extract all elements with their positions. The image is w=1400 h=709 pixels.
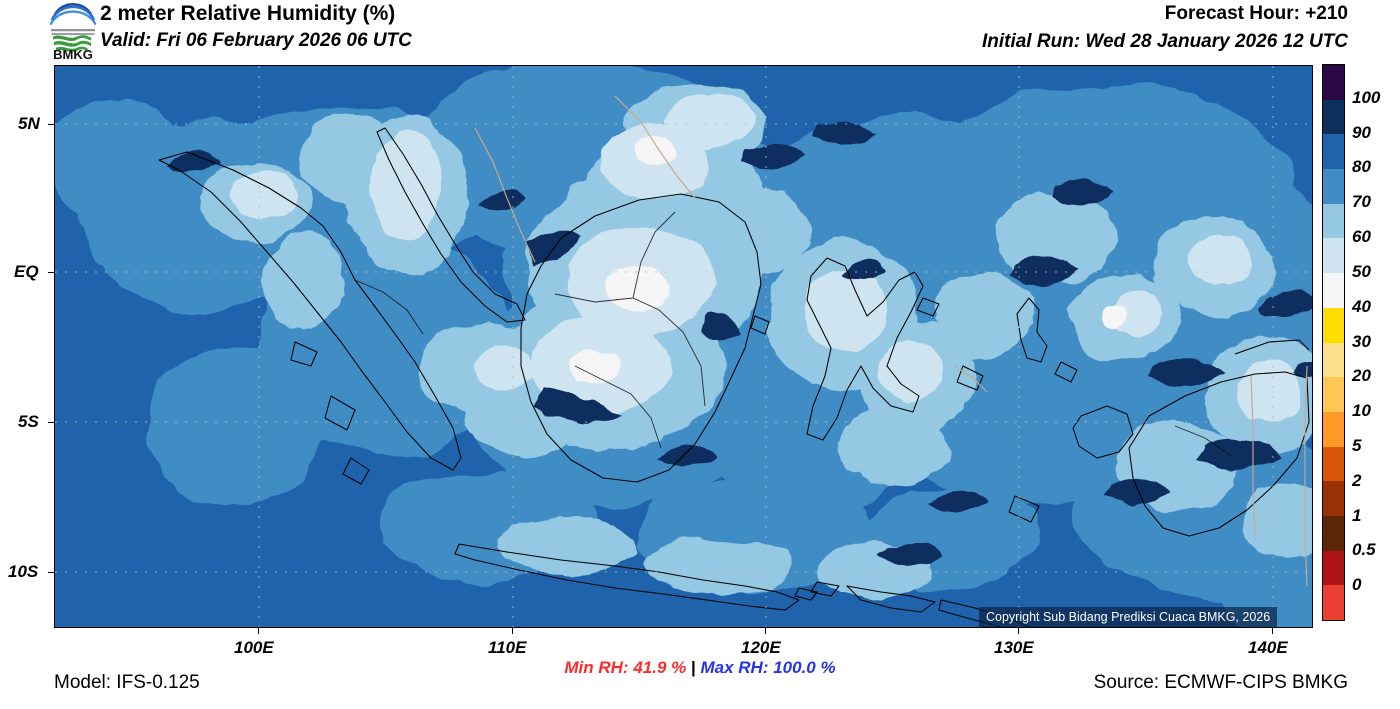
x-tick-1	[512, 628, 513, 634]
colorbar-tick-label: 50	[1352, 261, 1371, 281]
x-axis-label-100e: 100E	[234, 638, 274, 657]
x-axis-label-110e: 110E	[488, 638, 527, 657]
y-axis-label-eq: EQ	[14, 262, 39, 281]
colorbar-tick-label: 1	[1352, 505, 1362, 525]
colorbar-tick-label: 70	[1352, 192, 1371, 212]
colorbar-tick-label: 2	[1352, 470, 1362, 490]
colorbar-segment	[1323, 99, 1344, 135]
colorbar-segment	[1323, 169, 1344, 204]
y-axis-label-10s: 10S	[8, 562, 39, 581]
x-tick-2	[765, 628, 766, 634]
valid-time-text: Valid: Fri 06 February 2026 06 UTC	[100, 30, 412, 51]
initial-run-text: Initial Run: Wed 28 January 2026 12 UTC	[981, 31, 1348, 52]
colorbar-segment	[1323, 342, 1344, 378]
y-axis-label-5s: 5S	[18, 412, 39, 431]
x-tick-0	[258, 628, 259, 634]
minmax-separator: |	[690, 658, 696, 677]
graticule	[55, 66, 1312, 627]
colorbar-segment	[1323, 446, 1344, 482]
colorbar-segment	[1323, 411, 1344, 447]
colorbar-segment	[1323, 238, 1344, 274]
colorbar-segment	[1323, 585, 1344, 620]
x-tick-4	[1272, 628, 1273, 634]
colorbar-tick-label: 90	[1352, 122, 1371, 142]
colorbar-segment	[1323, 203, 1344, 239]
colorbar-tick-label: 10	[1352, 401, 1371, 421]
y-axis-label-5n: 5N	[18, 114, 40, 133]
logo-blue-arcs	[49, 0, 97, 26]
humidity-contour-field	[55, 66, 1312, 627]
colorbar-segment	[1323, 273, 1344, 308]
colorbar-segment	[1323, 481, 1344, 516]
colorbar-segment	[1323, 377, 1344, 412]
colorbar-segment	[1323, 134, 1344, 170]
colorbar-segment	[1323, 515, 1344, 551]
min-rh-value: Min RH: 41.9 %	[564, 658, 687, 677]
province-border-layer	[354, 211, 1232, 457]
coastline-layer	[158, 127, 1310, 627]
y-tick-0	[48, 124, 54, 125]
minmax-readout: Min RH: 41.9 % | Max RH: 100.0 %	[0, 658, 1400, 678]
model-text: Model: IFS-0.125	[54, 672, 200, 693]
source-text: Source: ECMWF-CIPS BMKG	[1093, 672, 1348, 693]
colorbar[interactable]	[1322, 64, 1345, 621]
colorbar-segment	[1323, 307, 1344, 343]
y-tick-3	[48, 572, 54, 573]
logo-green-waves	[51, 29, 95, 52]
x-axis-label-130e: 130E	[994, 638, 1034, 657]
logo-text: BMKG	[53, 47, 93, 60]
colorbar-tick-label: 30	[1352, 331, 1371, 351]
x-axis-label-140e: 140E	[1248, 638, 1288, 657]
colorbar-tick-label: 20	[1352, 366, 1371, 386]
max-rh-value: Max RH: 100.0 %	[700, 658, 836, 677]
y-tick-2	[48, 422, 54, 423]
x-tick-3	[1018, 628, 1019, 634]
colorbar-tick-label: 60	[1352, 227, 1371, 247]
x-axis-label-120e: 120E	[741, 638, 781, 657]
colorbar-tick-label: 100	[1352, 87, 1381, 107]
page-title: 2 meter Relative Humidity (%)	[100, 2, 396, 25]
colorbar-tick-label: 0	[1352, 575, 1362, 595]
colorbar-segment	[1323, 550, 1344, 586]
colorbar-tick-label: 40	[1352, 296, 1371, 316]
country-border-layer	[474, 95, 1308, 587]
copyright-watermark: Copyright Sub Bidang Prediksi Cuaca BMKG…	[979, 607, 1278, 627]
y-tick-1	[48, 272, 54, 273]
map-canvas[interactable]: Copyright Sub Bidang Prediksi Cuaca BMKG…	[54, 65, 1313, 628]
colorbar-tick-label: 0.5	[1352, 540, 1376, 560]
colorbar-tick-label: 80	[1352, 157, 1371, 177]
colorbar-segment	[1323, 65, 1344, 100]
forecast-hour-text: Forecast Hour: +210	[1164, 3, 1348, 24]
bmkg-logo: BMKG	[45, 0, 101, 62]
colorbar-tick-label: 5	[1352, 435, 1362, 455]
